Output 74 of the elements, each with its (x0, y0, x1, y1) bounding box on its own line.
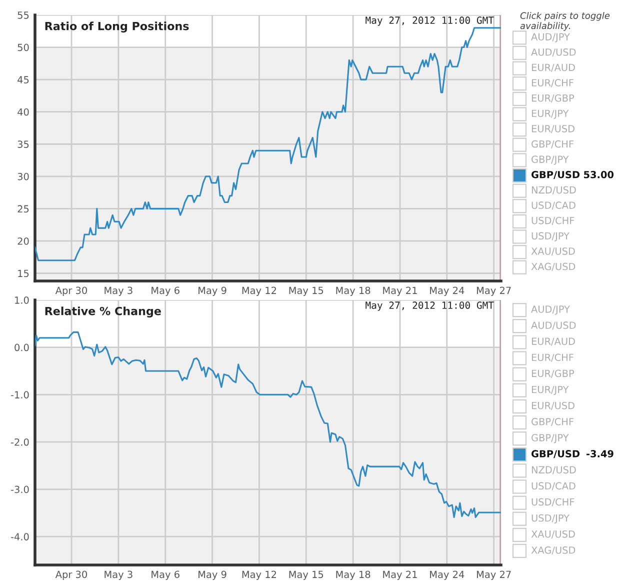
legend-label: USD/JPY (532, 232, 570, 242)
x-tick-label: Apr 30 (55, 286, 87, 296)
y-tick-label: -2.0 (10, 438, 29, 446)
legend-label: GBP/USD (531, 170, 580, 180)
legend-label: NZD/USD (532, 466, 576, 474)
y-tick-label: 40 (18, 108, 29, 116)
legend-label: GBP/JPY (532, 434, 569, 444)
y-tick-label: 55 (18, 12, 29, 19)
legend-label: XAU/USD (531, 248, 575, 256)
y-tick-label: 50 (18, 44, 29, 52)
x-tick-label: Apr 30 (55, 570, 87, 580)
x-tick-label: May 24 (430, 286, 464, 296)
y-tick-label: -1.0 (10, 391, 29, 398)
x-tick-label: May 21 (383, 286, 417, 296)
text: -3.49 (586, 450, 614, 458)
x-tick-label: May 3 (104, 570, 132, 580)
x-tick-label: May 21 (383, 570, 417, 580)
x-tick-label: May 18 (336, 286, 370, 296)
legend-label: EUR/CHF (532, 79, 574, 88)
y-tick-label: -3.0 (10, 486, 29, 494)
y-tick-label: 30 (18, 172, 29, 180)
x-tick-label: May 3 (104, 286, 132, 296)
legend-label: EUR/GBP (532, 94, 574, 102)
legend-label: XAG/USD (531, 546, 576, 555)
x-tick-label: May 27 (477, 570, 511, 580)
x-tick-label: May 12 (242, 286, 276, 296)
y-tick-label: 1.0 (15, 296, 29, 304)
legend-label: EUR/CHF (532, 354, 574, 362)
legend-title: Click pairs to toggle availability. (520, 12, 610, 31)
y-tick-label: -4.0 (10, 533, 29, 540)
legend-label: USD/CAD (532, 482, 576, 490)
y-tick-label: 20 (18, 237, 29, 245)
legend-label: AUD/JPY (531, 306, 570, 315)
y-tick-label: 25 (18, 205, 29, 213)
annotation: May 27, 2012 11:00 GMT (366, 302, 494, 311)
legend-label: USD/CAD (532, 202, 576, 210)
legend-label: AUD/JPY (531, 33, 570, 42)
y-tick-label: 0.0 (14, 344, 29, 352)
legend-label: GBP/CHF (532, 418, 574, 426)
x-tick-label: May 24 (430, 570, 464, 580)
text: Ratio of Long Positions (45, 22, 189, 32)
legend-label: EUR/USD (532, 125, 574, 134)
legend-label: USD/JPY (532, 514, 570, 524)
legend-label: EUR/JPY (532, 110, 569, 119)
text: 53.00 (584, 170, 614, 178)
x-tick-label: May 9 (198, 570, 226, 580)
x-tick-label: May 12 (242, 570, 276, 580)
legend-label: GBP/JPY (532, 156, 569, 165)
x-tick-label: May 27 (477, 286, 511, 296)
legend-label: AUD/USD (531, 48, 576, 57)
legend-label: USD/CHF (532, 216, 574, 225)
legend-label: XAG/USD (531, 262, 576, 271)
legend-label: EUR/AUD (532, 64, 575, 72)
legend-label: EUR/AUD (532, 338, 575, 346)
legend-label: EUR/USD (532, 402, 574, 410)
legend-label: EUR/GBP (532, 370, 574, 378)
x-tick-label: May 15 (289, 570, 324, 580)
y-tick-label: 45 (18, 76, 29, 84)
x-tick-label: May 6 (152, 286, 180, 296)
text: Relative % Change (45, 306, 161, 318)
legend-label: GBP/USD (531, 450, 580, 458)
legend-label: XAU/USD (531, 530, 575, 538)
annotation: May 27, 2012 11:00 GMT (366, 16, 494, 26)
legend-label: GBP/CHF (532, 140, 574, 148)
x-tick-label: May 18 (336, 570, 370, 580)
legend-label: AUD/USD (531, 322, 576, 330)
legend-label: EUR/JPY (532, 386, 569, 395)
x-tick-label: May 6 (152, 570, 180, 580)
y-tick-label: 35 (18, 140, 29, 148)
x-tick-label: May 15 (289, 286, 324, 296)
legend-label: USD/CHF (532, 498, 574, 506)
x-tick-label: May 9 (198, 286, 226, 296)
y-tick-label: 15 (18, 270, 29, 278)
legend-label: NZD/USD (532, 186, 576, 194)
